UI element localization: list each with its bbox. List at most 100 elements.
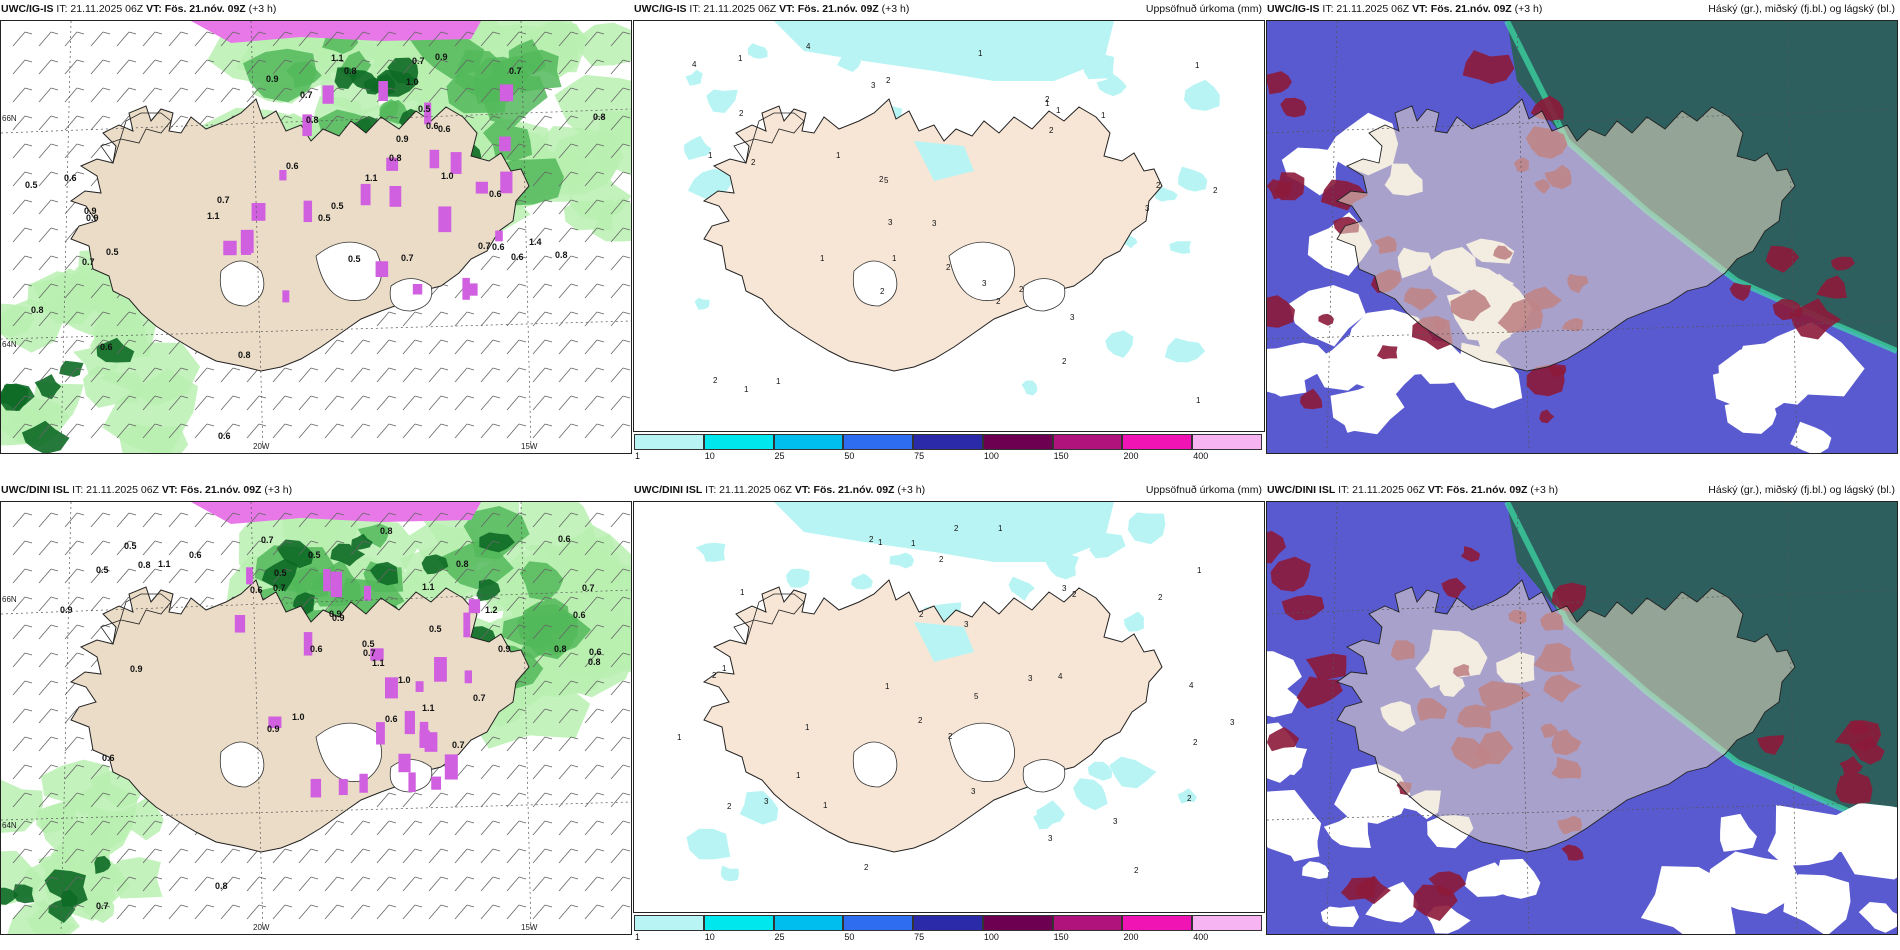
field-blob xyxy=(1827,802,1897,880)
colorbar-swatch xyxy=(634,434,704,450)
valid-time: VT: Fös. 21.nóv. 09Z xyxy=(794,484,895,496)
lat-lon-grid xyxy=(1,502,631,933)
accum-value: 1 xyxy=(776,377,781,386)
precip-value: 0.8 xyxy=(31,305,44,315)
accum-value: 3 xyxy=(1048,834,1053,843)
field-blob xyxy=(119,423,189,453)
accum-value: 2 xyxy=(1213,186,1218,195)
accum-value: 1 xyxy=(978,49,983,58)
glacier xyxy=(948,241,1016,301)
field-blob xyxy=(685,69,703,86)
snow-cell xyxy=(234,614,246,633)
accum-value: 1 xyxy=(796,771,801,780)
colorbar-label: 150 xyxy=(1053,451,1069,461)
precip-value-labels: 0.50.71.00.60.81.10.70.90.50.61.00.80.70… xyxy=(25,52,606,441)
panel-ig-precip-type: UWC/IG-IS IT: 21.11.2025 06Z VT: Fös. 21… xyxy=(0,0,632,455)
panel-dini-precip-type: UWC/DINI ISL IT: 21.11.2025 06Z VT: Fös.… xyxy=(0,481,632,936)
precip-value: 0.6 xyxy=(310,644,323,654)
field-blob xyxy=(96,337,135,363)
field-title: Háský (gr.), miðský (fj.bl.) og lágský (… xyxy=(1708,484,1895,496)
field-blob xyxy=(1164,337,1206,363)
field-blob xyxy=(1267,179,1293,200)
lat-label-64n: 64N xyxy=(2,821,17,830)
panel-title: UWC/IG-IS IT: 21.11.2025 06Z VT: Fös. 21… xyxy=(1267,1,1542,18)
precip-value: 0.8 xyxy=(344,66,357,76)
field-title: Uppsöfnuð úrkoma (mm) xyxy=(1145,484,1262,496)
snow-cell xyxy=(404,710,415,735)
map-precip-type: 66N 64N 20W 15W 1.0 0.7 0.8 1.1 0.6 0.5 0.9 1.0 0.7 0… xyxy=(0,501,632,935)
colorbar-swatch xyxy=(1122,915,1193,931)
precip-value: 0.7 xyxy=(478,241,491,251)
field-blob xyxy=(1491,858,1541,899)
precip-value: 0.6 xyxy=(589,647,602,657)
field-blob xyxy=(1706,851,1801,915)
accum-value: 3 xyxy=(1062,584,1067,593)
field-blob xyxy=(1712,347,1804,416)
snow-cell xyxy=(415,681,424,692)
lead-time: (+3 h) xyxy=(1530,484,1559,496)
colorbar-swatch xyxy=(843,915,914,931)
model-name: UWC/IG-IS xyxy=(634,3,687,15)
field-blob xyxy=(13,884,35,904)
accum-value: 4 xyxy=(692,60,697,69)
accum-area-inland xyxy=(914,622,974,662)
snow-cell xyxy=(375,261,389,278)
field-blob xyxy=(851,573,873,590)
snow-cell xyxy=(322,85,334,104)
snow-cell xyxy=(499,84,514,102)
field-blob xyxy=(1365,881,1419,923)
snow-cell xyxy=(500,171,513,194)
field-blob xyxy=(889,552,915,569)
snow-cell xyxy=(303,200,313,223)
field-blob xyxy=(599,633,631,673)
field-blob xyxy=(1021,380,1038,396)
colorbar-label: 400 xyxy=(1193,451,1209,461)
field-blob xyxy=(117,797,164,841)
precip-value: 0.9 xyxy=(329,609,342,619)
field-blob xyxy=(61,890,78,907)
snow-cell xyxy=(444,754,458,780)
snow-cell xyxy=(376,722,385,745)
init-time: IT: 21.11.2025 06Z xyxy=(705,484,792,496)
field-blob xyxy=(1640,866,1736,934)
precip-value: 0.6 xyxy=(100,342,113,352)
field-blob xyxy=(1323,812,1371,848)
colorbar-swatch xyxy=(982,434,1053,450)
field-blob xyxy=(286,566,328,603)
colorbar-swatch xyxy=(703,915,774,931)
init-time: IT: 21.11.2025 06Z xyxy=(1322,3,1410,15)
accum-value: 2 xyxy=(954,524,959,533)
colorbar-swatch xyxy=(1192,915,1262,931)
snow-cell xyxy=(398,753,411,773)
precip-value: 1.1 xyxy=(365,173,378,183)
precip-value: 0.6 xyxy=(102,753,115,763)
precip-value: 0.7 xyxy=(273,583,286,593)
colorbar-swatch xyxy=(913,434,983,450)
lon-label-20w: 20W xyxy=(253,442,270,451)
accum-value: 2 xyxy=(864,863,869,872)
field-blob xyxy=(1305,653,1347,682)
snow-cell xyxy=(389,185,402,207)
model-name: UWC/DINI ISL xyxy=(1267,484,1336,496)
snow-cell xyxy=(363,585,372,601)
precip-value: 0.6 xyxy=(492,242,505,252)
accum-value: 3 xyxy=(1070,313,1075,322)
field-blob xyxy=(846,33,880,58)
field-blob xyxy=(1087,761,1113,781)
snow-cell xyxy=(431,776,442,790)
precip-value: 0.5 xyxy=(362,639,375,649)
field-blob xyxy=(1178,166,1208,192)
snow-cell xyxy=(303,632,313,656)
precip-value: 0.7 xyxy=(96,901,109,911)
snow-cell xyxy=(223,240,237,256)
colorbar-label: 25 xyxy=(774,932,785,942)
precip-value: 0.7 xyxy=(82,257,95,267)
panel-ig-clouds: UWC/IG-IS IT: 21.11.2025 06Z VT: Fös. 21… xyxy=(1266,0,1898,455)
accum-value: 1 xyxy=(836,151,841,160)
field-blob xyxy=(334,67,357,89)
accum-value: 3 xyxy=(871,81,876,90)
accum-value: 2 xyxy=(713,376,718,385)
precip-value: 1.0 xyxy=(292,712,305,722)
panel-ig-accum-precip: UWC/IG-IS IT: 21.11.2025 06Z VT: Fös. 21… xyxy=(633,0,1265,461)
field-blob xyxy=(1045,553,1079,580)
